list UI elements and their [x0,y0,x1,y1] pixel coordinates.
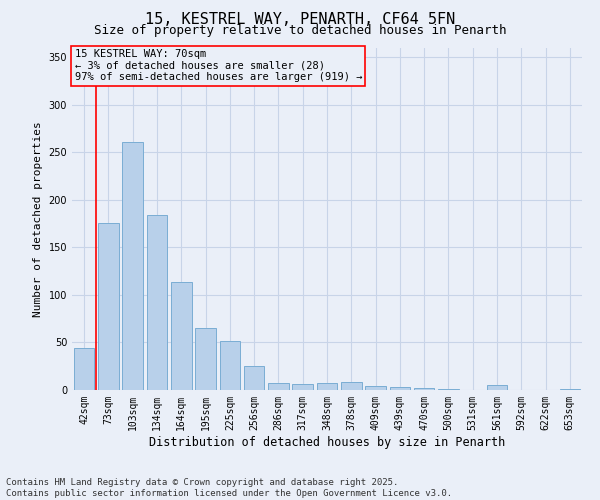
Bar [341,382,362,390]
Bar [365,386,386,390]
Bar [389,387,410,390]
Text: 15 KESTREL WAY: 70sqm
← 3% of detached houses are smaller (28)
97% of semi-detac: 15 KESTREL WAY: 70sqm ← 3% of detached h… [74,49,362,82]
Bar [98,222,119,390]
Bar [220,340,240,390]
Y-axis label: Number of detached properties: Number of detached properties [33,121,43,316]
Bar [74,348,94,390]
Bar [122,142,143,390]
Bar [292,384,313,390]
Bar [438,389,459,390]
Bar [414,388,434,390]
Bar [195,328,216,390]
Bar [146,215,167,390]
Text: 15, KESTREL WAY, PENARTH, CF64 5FN: 15, KESTREL WAY, PENARTH, CF64 5FN [145,12,455,28]
Bar [317,384,337,390]
Text: Size of property relative to detached houses in Penarth: Size of property relative to detached ho… [94,24,506,37]
Bar [171,282,191,390]
Bar [244,366,265,390]
X-axis label: Distribution of detached houses by size in Penarth: Distribution of detached houses by size … [149,436,505,448]
Bar [560,389,580,390]
Bar [487,385,508,390]
Bar [268,384,289,390]
Text: Contains HM Land Registry data © Crown copyright and database right 2025.
Contai: Contains HM Land Registry data © Crown c… [6,478,452,498]
